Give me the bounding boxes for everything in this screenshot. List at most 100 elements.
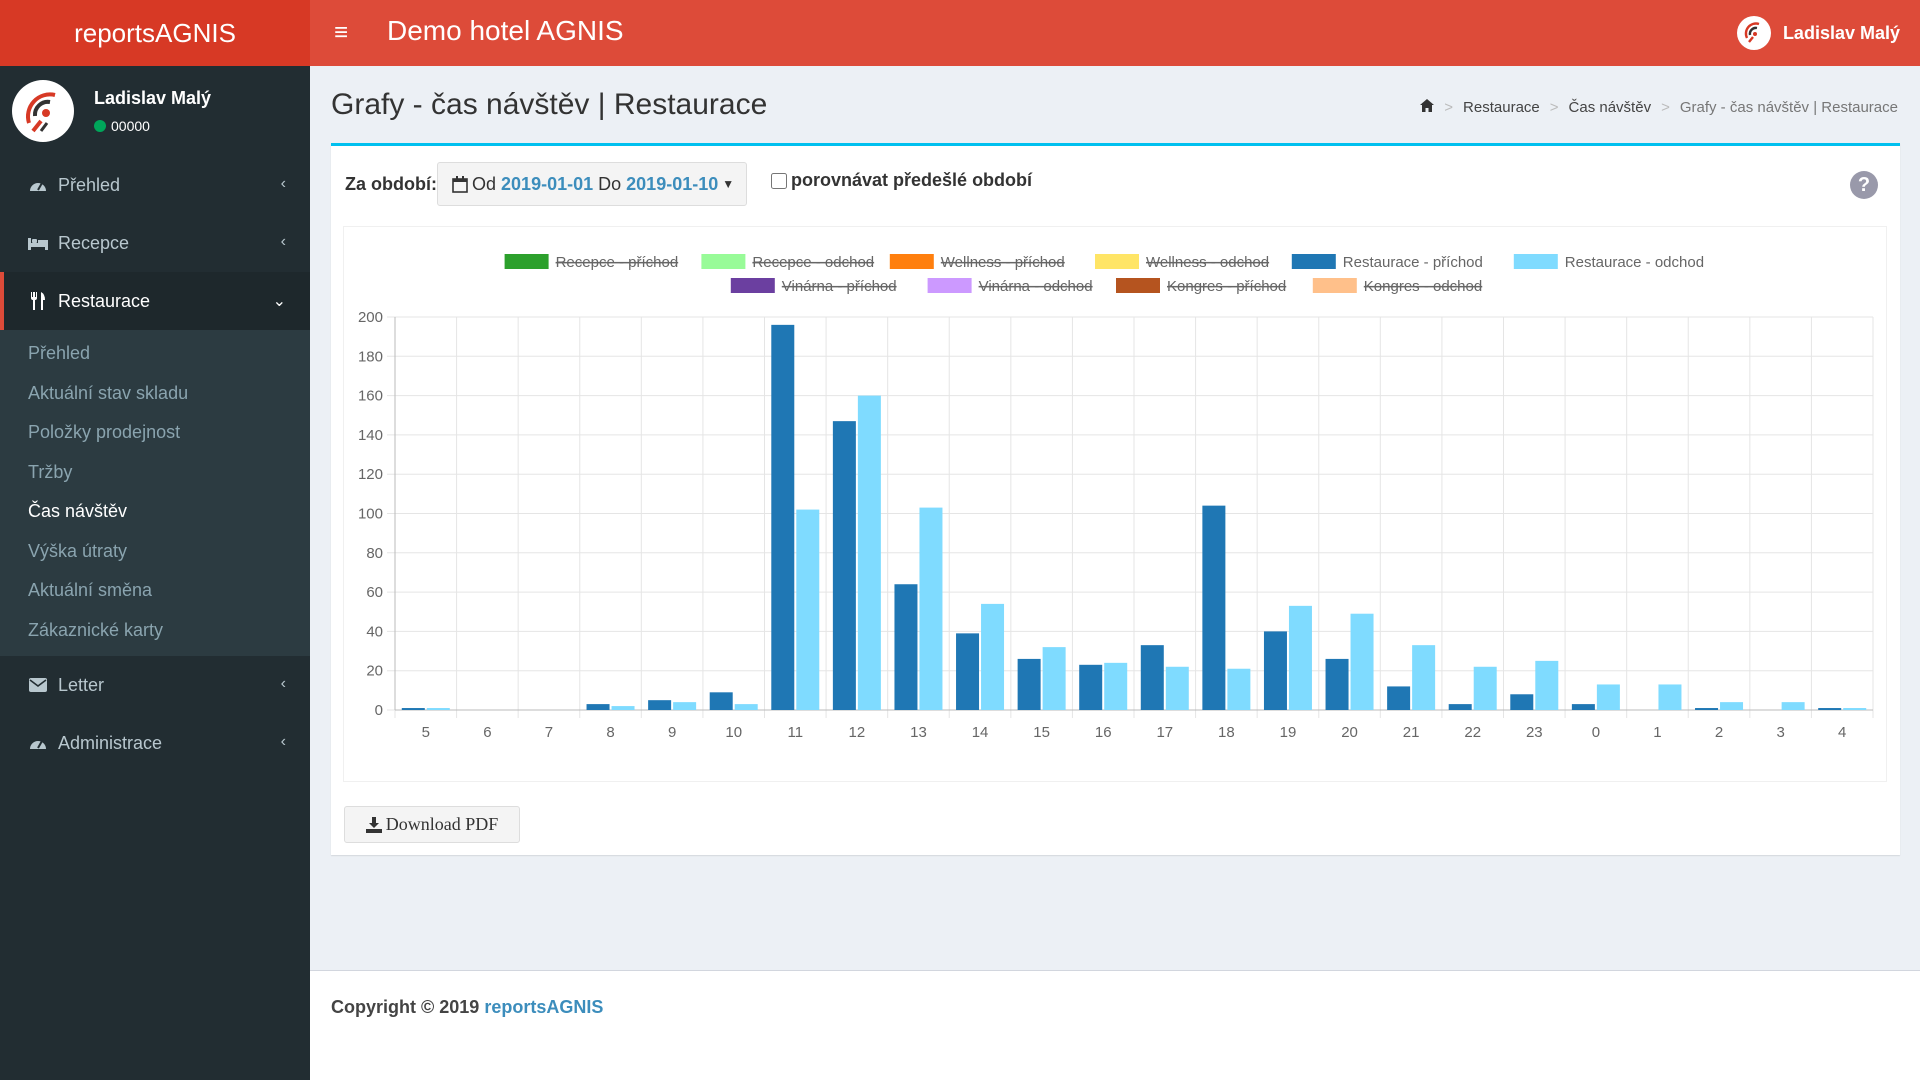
compare-checkbox[interactable] <box>771 172 787 189</box>
bar <box>1263 631 1287 710</box>
date-from-prefix: Od <box>472 173 497 194</box>
x-tick-label: 15 <box>1033 724 1050 741</box>
legend-swatch <box>504 254 549 269</box>
sidebar-item-restaurace[interactable]: Restaurace ⌄ <box>0 272 310 330</box>
bar <box>401 708 425 710</box>
legend-item[interactable]: Restaurace - příchod <box>1291 254 1483 271</box>
sidebar-item-recepce[interactable]: Recepce ‹ <box>0 214 310 272</box>
x-tick-label: 7 <box>545 724 553 741</box>
bar <box>832 421 856 710</box>
user-menu[interactable]: Ladislav Malý <box>1736 16 1900 50</box>
compare-previous-period[interactable]: porovnávat předešlé období <box>771 170 1032 191</box>
bar <box>919 507 943 710</box>
legend-swatch <box>927 278 972 293</box>
legend-swatch <box>730 278 775 293</box>
download-icon <box>365 816 382 833</box>
submenu-item-aktualni-stav-skladu[interactable]: Aktuální stav skladu <box>28 382 189 403</box>
sidebar-item-letter[interactable]: Letter ‹ <box>0 656 310 714</box>
x-tick-label: 1 <box>1653 724 1661 741</box>
brand-logo[interactable]: reportsAGNIS <box>0 0 310 66</box>
bar <box>1412 645 1436 710</box>
sidebar-item-prehled[interactable]: Přehled ‹ <box>0 156 310 214</box>
sidebar-item-label: Letter <box>58 674 105 695</box>
x-tick-label: 0 <box>1592 724 1600 741</box>
legend-item[interactable]: Kongres - odchod <box>1312 278 1482 295</box>
legend-label: Recepce - odchod <box>752 254 874 271</box>
legend-swatch <box>889 254 934 269</box>
x-tick-label: 16 <box>1095 724 1112 741</box>
x-tick-label: 14 <box>972 724 989 741</box>
date-range-picker[interactable]: Od 2019-01-01 Do 2019-01-10 ▼ <box>437 162 747 206</box>
copyright-text: Copyright © 2019 <box>331 997 480 1017</box>
footer: Copyright © 2019 reportsAGNIS <box>310 970 1920 1080</box>
help-icon[interactable]: ? <box>1850 171 1878 199</box>
x-tick-label: 2 <box>1715 724 1723 741</box>
submenu-item-trzby[interactable]: Tržby <box>28 461 73 482</box>
footer-text: Copyright © 2019 reportsAGNIS <box>331 997 603 1018</box>
x-tick-label: 3 <box>1776 724 1784 741</box>
bar <box>1695 708 1719 710</box>
legend-item[interactable]: Vinárna - příchod <box>730 278 897 295</box>
x-tick-label: 23 <box>1526 724 1543 741</box>
bar <box>648 700 672 710</box>
date-to-prefix: Do <box>598 173 622 194</box>
legend-item[interactable]: Wellness - odchod <box>1095 254 1269 271</box>
bar <box>1165 666 1189 710</box>
bar <box>956 633 980 710</box>
submenu-item-polozky-prodejnost[interactable]: Položky prodejnost <box>28 422 181 443</box>
breadcrumb-restaurace[interactable]: Restaurace <box>1463 99 1540 116</box>
bar <box>1387 686 1411 710</box>
legend-label: Vinárna - odchod <box>979 278 1093 295</box>
legend-item[interactable]: Recepce - příchod <box>504 254 679 271</box>
legend-item[interactable]: Wellness - příchod <box>889 254 1065 271</box>
submenu-item-prehled[interactable]: Přehled <box>28 343 91 364</box>
y-tick-label: 100 <box>358 506 383 523</box>
x-tick-label: 12 <box>849 724 866 741</box>
home-icon[interactable] <box>1420 99 1435 116</box>
legend-item[interactable]: Recepce - odchod <box>701 254 874 271</box>
bar <box>709 692 733 710</box>
legend-swatch <box>1095 254 1139 269</box>
download-pdf-label: Download PDF <box>385 814 499 834</box>
bar <box>1473 666 1497 710</box>
footer-link[interactable]: reportsAGNIS <box>484 997 604 1017</box>
legend-label: Wellness - příchod <box>941 254 1065 271</box>
x-tick-label: 5 <box>422 724 430 741</box>
user-status: 00000 <box>94 118 150 134</box>
user-panel: Ladislav Malý 00000 <box>0 66 310 166</box>
sidebar-item-administrace[interactable]: Administrace ‹ <box>0 714 310 772</box>
sidebar-item-label: Recepce <box>58 232 130 253</box>
submenu-item-aktualni-smena[interactable]: Aktuální směna <box>28 580 153 601</box>
sidebar-menu: Přehled ‹ Recepce ‹ Restaurace ⌄ Přehled… <box>0 156 310 772</box>
legend-item[interactable]: Restaurace - odchod <box>1513 254 1704 271</box>
submenu-item-vyska-utraty[interactable]: Výška útraty <box>28 540 128 561</box>
bed-icon <box>26 236 50 250</box>
top-user-name: Ladislav Malý <box>1782 22 1900 43</box>
bar <box>1140 645 1164 710</box>
submenu-item-zakaznicke-karty[interactable]: Zákaznické karty <box>28 619 164 640</box>
bar <box>1448 704 1472 710</box>
bar <box>1202 505 1226 710</box>
breadcrumb-cas-navstev[interactable]: Čas návštěv <box>1568 99 1652 116</box>
x-tick-label: 8 <box>606 724 614 741</box>
chart-box: Za období: Od 2019-01-01 Do 2019-01-10 ▼… <box>331 143 1900 855</box>
dashboard-icon <box>26 177 50 193</box>
bar <box>611 706 635 710</box>
legend-item[interactable]: Kongres - příchod <box>1116 278 1286 295</box>
chevron-left-icon: ‹ <box>280 175 286 192</box>
y-tick-label: 200 <box>358 309 383 326</box>
sidebar-toggle-icon[interactable]: ≡ <box>333 19 348 46</box>
submenu-item-cas-navstev[interactable]: Čas návštěv <box>28 501 128 522</box>
envelope-icon <box>26 678 50 692</box>
legend-swatch <box>1291 254 1336 269</box>
bar <box>1227 668 1251 710</box>
chevron-left-icon: ‹ <box>280 733 286 750</box>
chart-container: Recepce - příchod Recepce - odchod Wellnes… <box>343 226 1887 782</box>
restaurace-submenu: Přehled Aktuální stav skladu Položky pro… <box>0 330 310 656</box>
bar <box>1017 658 1041 710</box>
legend-label: Restaurace - příchod <box>1343 254 1483 271</box>
legend-item[interactable]: Vinárna - odchod <box>927 278 1093 295</box>
bar <box>1042 647 1066 710</box>
x-tick-label: 21 <box>1403 724 1420 741</box>
download-pdf-button[interactable]: Download PDF <box>344 806 520 843</box>
